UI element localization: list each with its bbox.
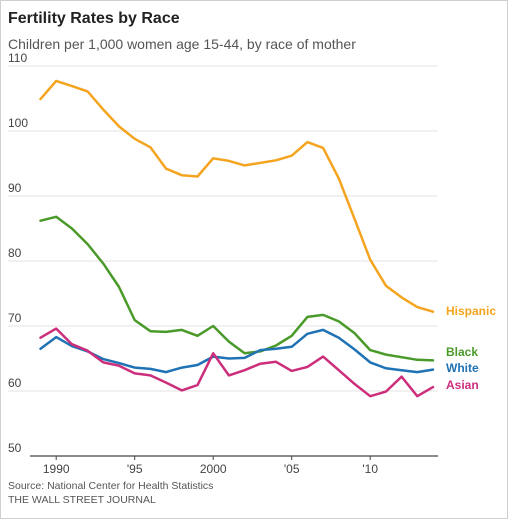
series-label-white: White — [446, 361, 479, 375]
x-tick-label: '05 — [284, 462, 300, 476]
y-tick-label: 90 — [8, 181, 22, 195]
x-tick-label: '95 — [127, 462, 143, 476]
series-line-hispanic — [39, 79, 435, 313]
gridlines — [8, 65, 438, 392]
series-line-asian — [39, 327, 435, 398]
publisher-credit: THE WALL STREET JOURNAL — [8, 494, 156, 506]
series-labels: Hispanic Black White Asian — [446, 304, 496, 392]
x-tick-label: 1990 — [43, 462, 70, 476]
y-tick-label: 60 — [8, 376, 22, 390]
source-note: Source: National Center for Health Stati… — [8, 480, 214, 492]
x-axis: 1990 '95 2000 '05 '10 — [30, 455, 438, 476]
chart-title: Fertility Rates by Race — [8, 10, 180, 27]
x-tick-label: '10 — [362, 462, 378, 476]
series-label-hispanic: Hispanic — [446, 304, 496, 318]
y-tick-label: 70 — [8, 311, 22, 325]
series-label-asian: Asian — [446, 378, 479, 392]
chart-subtitle: Children per 1,000 women age 15-44, by r… — [8, 36, 356, 52]
series-line-white — [39, 328, 435, 374]
y-tick-label: 110 — [8, 51, 27, 65]
series-line-black — [39, 215, 435, 362]
y-tick-label: 80 — [8, 246, 22, 260]
series-label-black: Black — [446, 345, 478, 359]
y-tick-label: 50 — [8, 441, 22, 455]
x-tick-label: 2000 — [200, 462, 227, 476]
y-tick-label: 100 — [8, 116, 28, 130]
y-axis-ticks: 50 60 70 80 90 100 110 — [8, 51, 28, 455]
series-lines — [39, 79, 435, 398]
